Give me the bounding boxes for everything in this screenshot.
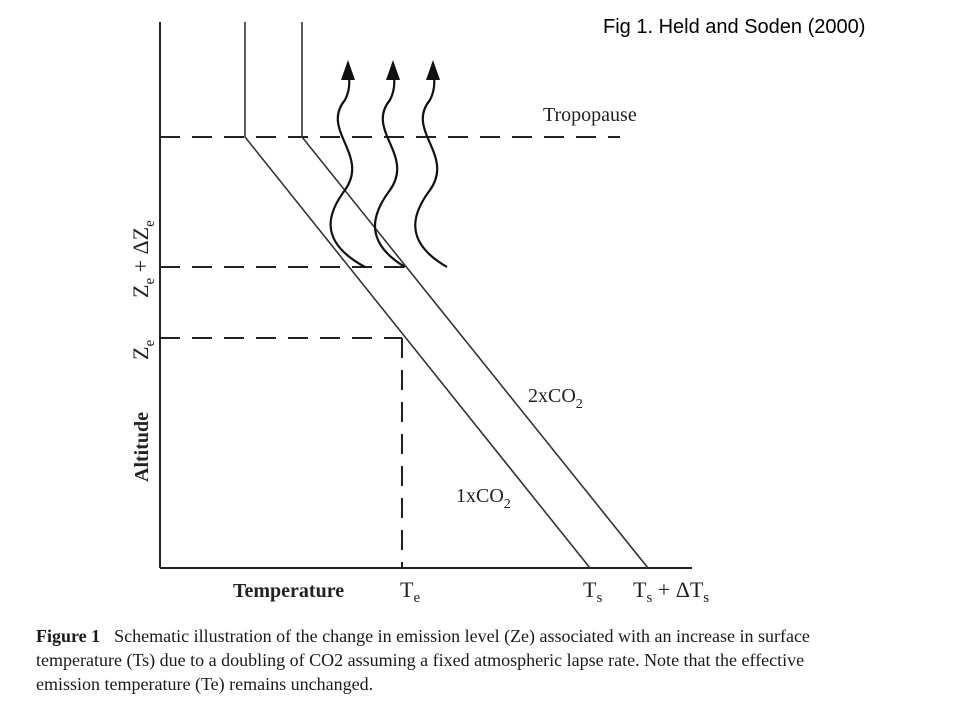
- x-tick-ts: Ts: [583, 577, 602, 606]
- y-level-ze-label: Ze: [128, 340, 158, 360]
- line-label-2xco2: 2xCO2: [528, 385, 583, 412]
- profile-1xco2: [244, 22, 591, 569]
- figure-title: Fig 1. Held and Soden (2000): [603, 16, 866, 38]
- y-level-ze-plus-dze-label: Ze + ΔZe: [128, 220, 158, 298]
- radiation-arrow-right: [414, 71, 448, 268]
- figure-caption: Figure 1 Schematic illustration of the ch…: [36, 624, 836, 696]
- radiation-arrow-left: [329, 71, 366, 268]
- radiation-arrow-middle: [374, 71, 406, 268]
- x-axis-label: Temperature: [233, 580, 344, 602]
- caption-text: Schematic illustration of the change in …: [36, 626, 810, 694]
- arrowhead-icon: [341, 60, 355, 80]
- tropopause-label: Tropopause: [543, 104, 637, 126]
- profile-2xco2: [301, 22, 649, 569]
- radiation-arrows: [329, 71, 448, 268]
- arrowhead-icon: [386, 60, 400, 80]
- line-label-1xco2: 1xCO2: [456, 485, 511, 512]
- y-axis-label: Altitude: [131, 412, 153, 482]
- caption-label: Figure 1: [36, 626, 101, 646]
- x-tick-ts-plus-dts: Ts + ΔTs: [633, 577, 709, 606]
- emission-level-diagram: Tropopause 2xCO2 1xCO2 Altitude Ze Ze + …: [128, 22, 709, 606]
- arrowhead-icon: [426, 60, 440, 80]
- x-tick-te: Te: [400, 577, 420, 606]
